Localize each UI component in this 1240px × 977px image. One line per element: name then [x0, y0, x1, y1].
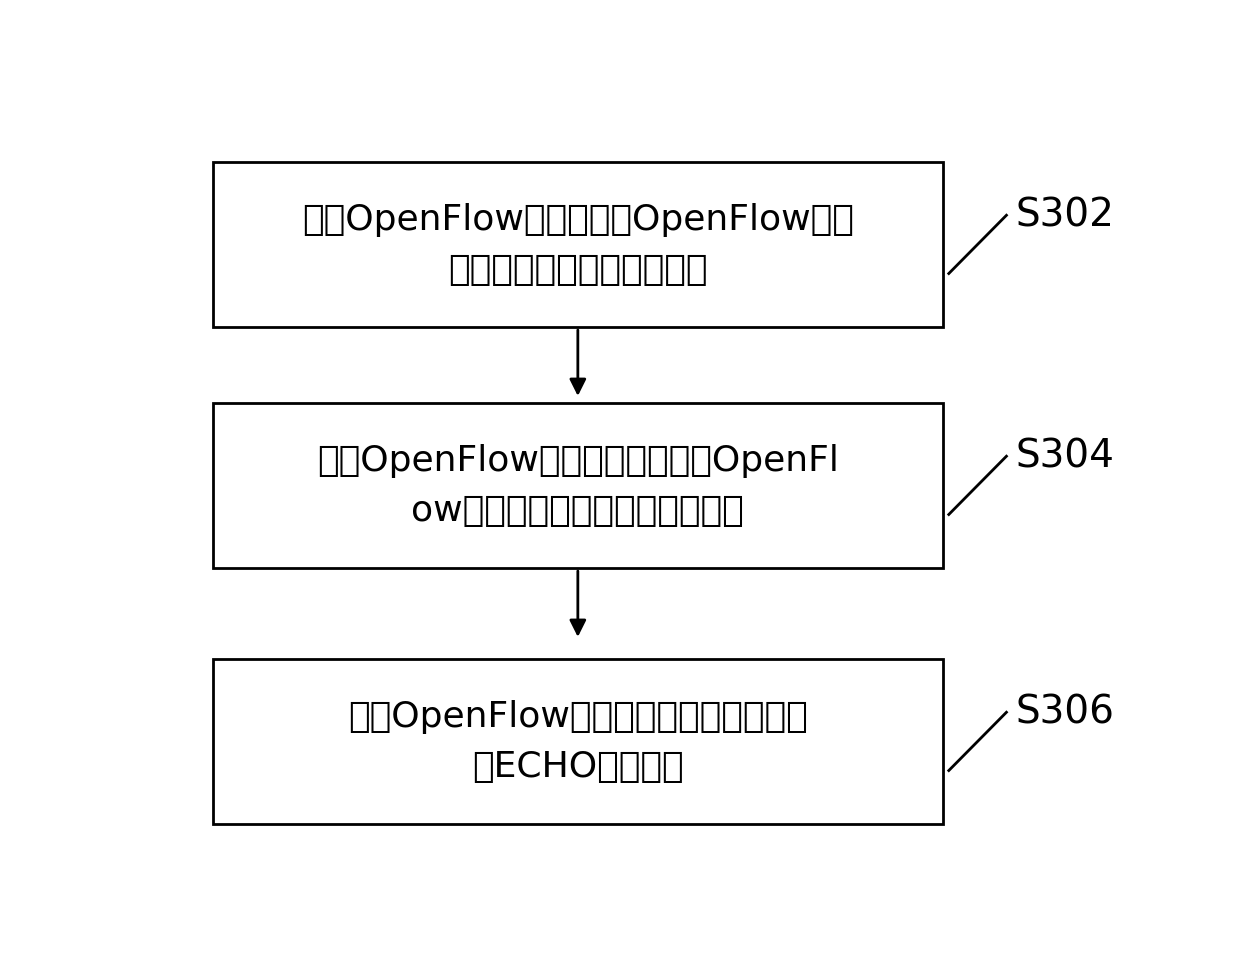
Bar	[213, 162, 942, 328]
Text: 第二OpenFlow设备接收来自第一OpenFl
ow设备的检测时间协商响应报文: 第二OpenFlow设备接收来自第一OpenFl ow设备的检测时间协商响应报文	[317, 444, 838, 528]
Text: S304: S304	[1016, 437, 1114, 475]
Text: 第二OpenFlow设备向第一OpenFlow设备
发送检测时间协商请求报文: 第二OpenFlow设备向第一OpenFlow设备 发送检测时间协商请求报文	[301, 203, 854, 287]
Text: S302: S302	[1016, 196, 1114, 234]
Text: S306: S306	[1016, 693, 1114, 731]
Bar	[213, 404, 942, 569]
Bar	[213, 658, 942, 825]
Text: 第二OpenFlow设备按照共用配置参数发
送ECHO保活报文: 第二OpenFlow设备按照共用配置参数发 送ECHO保活报文	[348, 700, 807, 784]
